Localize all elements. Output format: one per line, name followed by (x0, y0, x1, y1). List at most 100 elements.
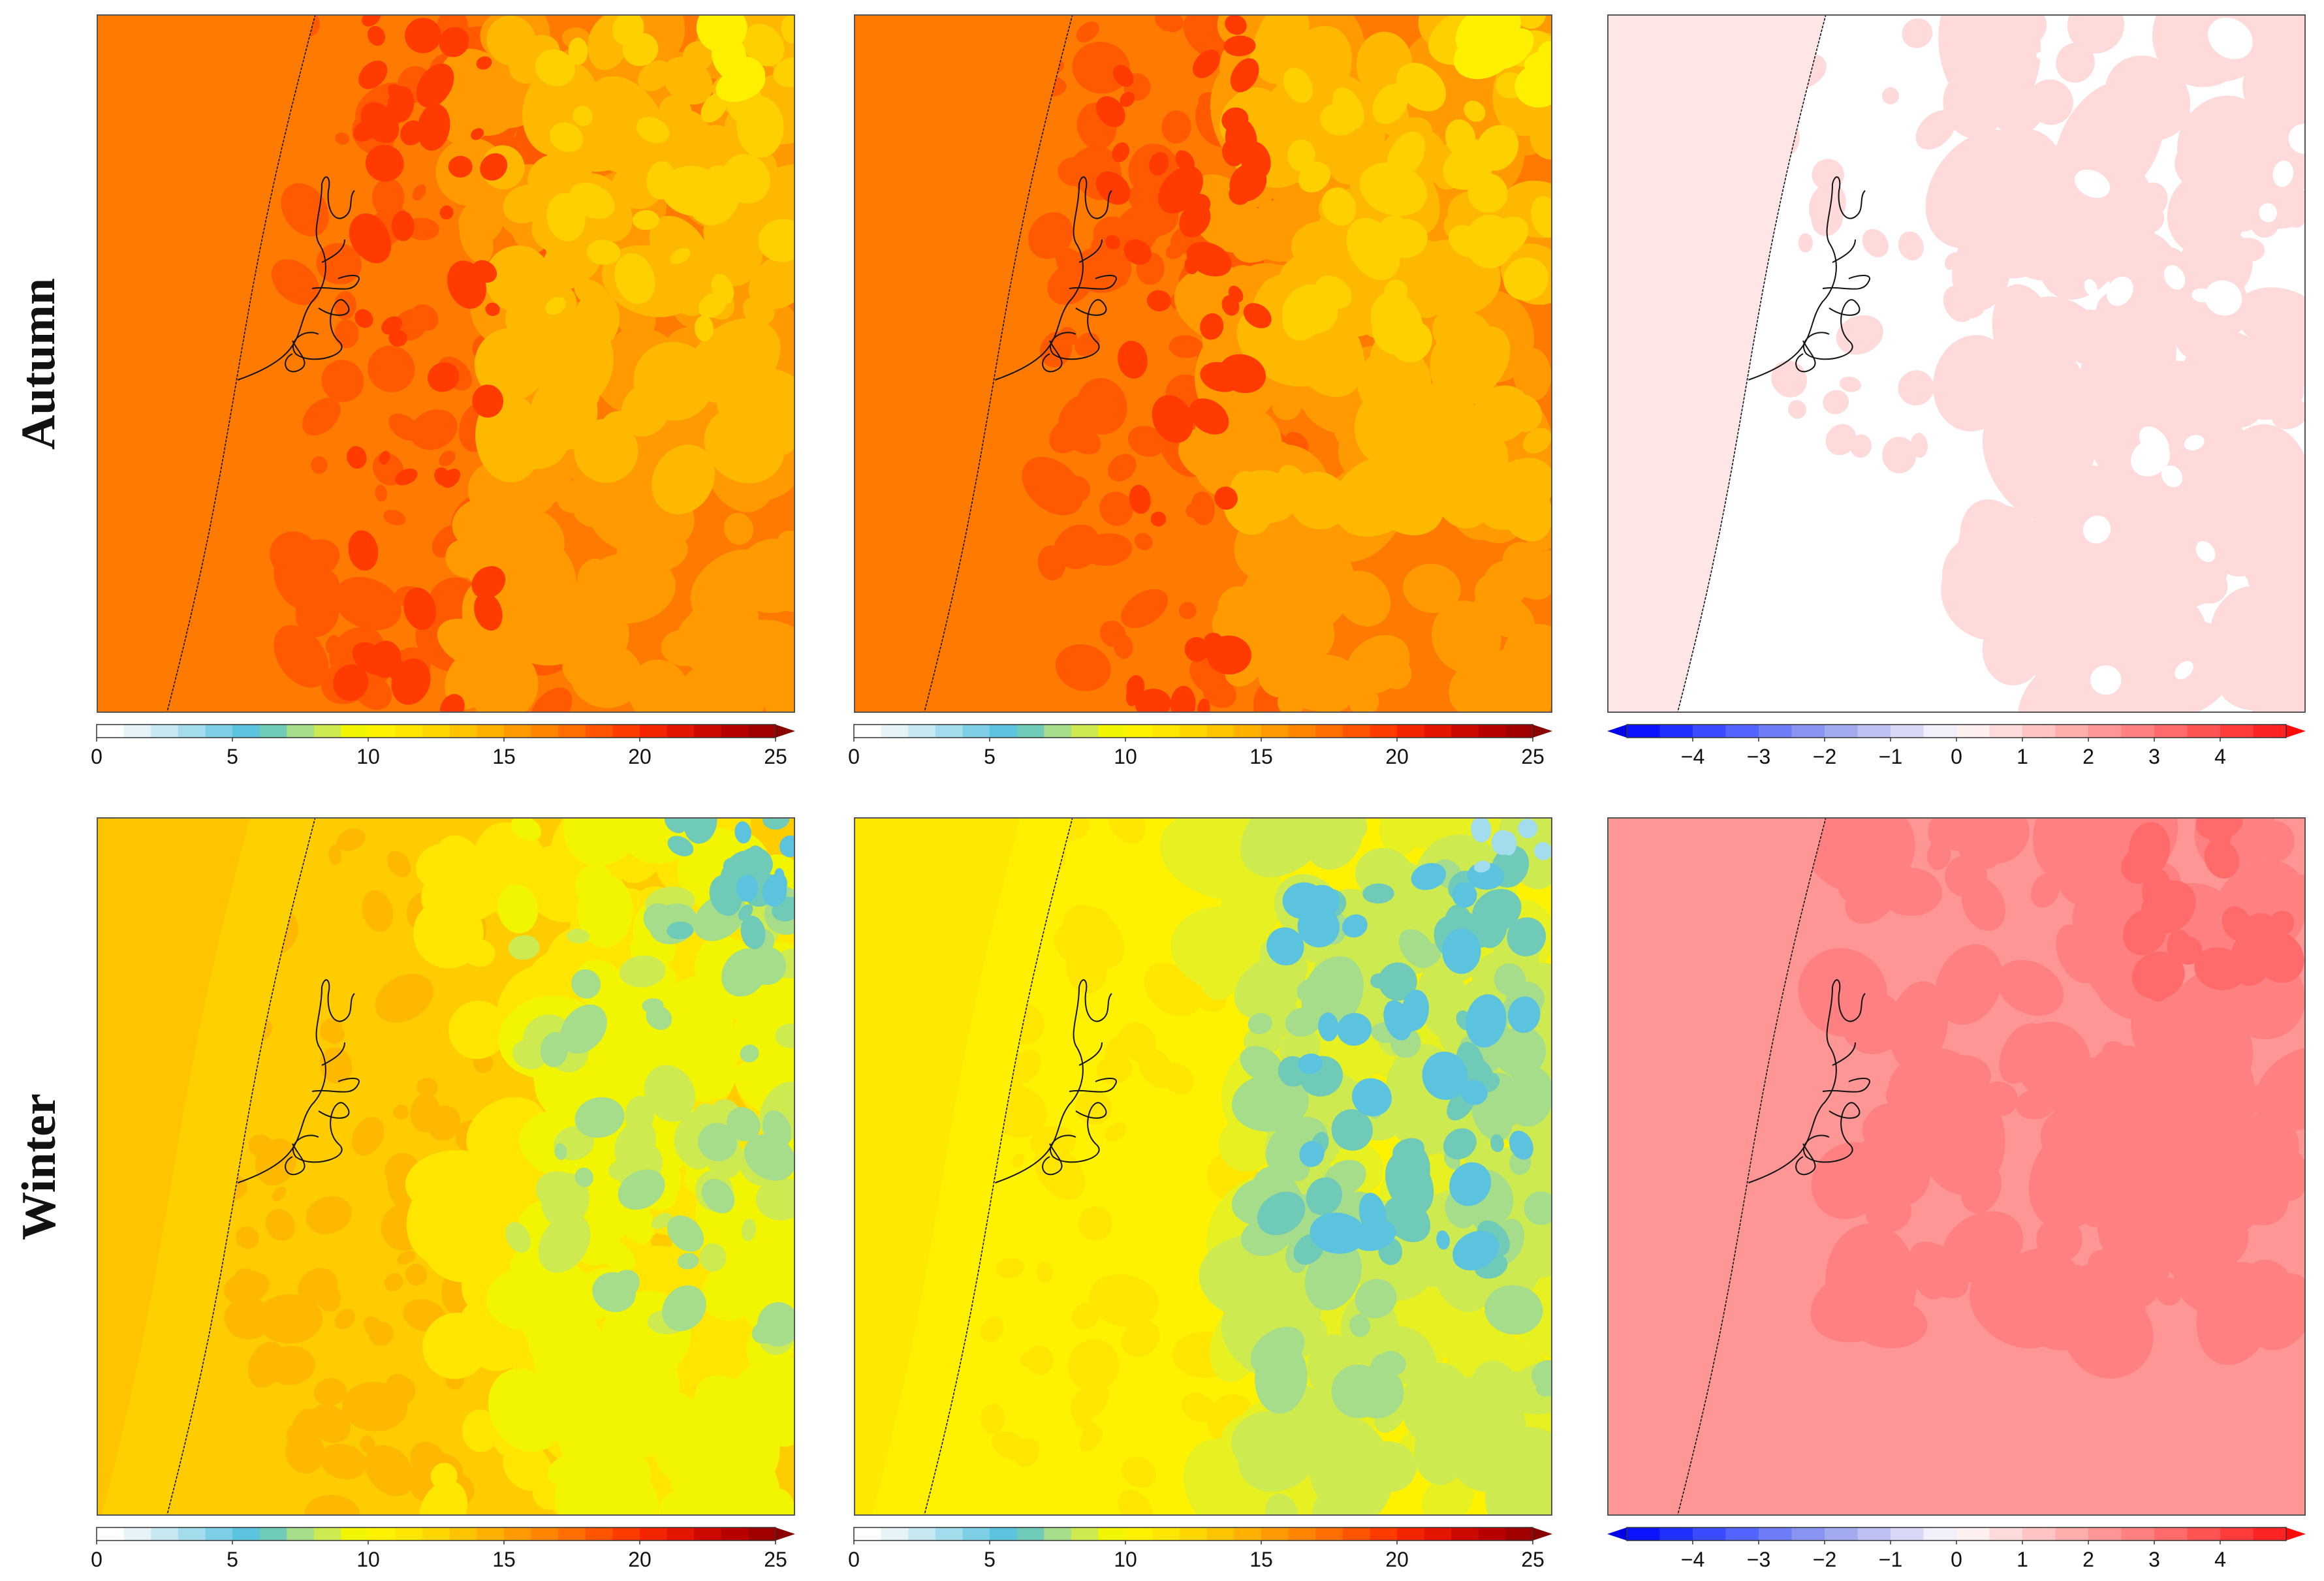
sea-band (101, 817, 315, 1516)
field-patch (1954, 26, 1974, 54)
colorbar-swatch (1424, 1527, 1452, 1541)
field-patch (1475, 125, 1519, 171)
field-patch (2084, 279, 2098, 296)
field-patch (1170, 685, 1196, 713)
field-patch (1349, 687, 1379, 713)
field-patch (661, 165, 725, 216)
field-patch (1836, 843, 1881, 903)
field-patch (335, 132, 350, 145)
field-patch (1108, 454, 1137, 482)
colorbar-swatch (123, 725, 151, 738)
colorbar-swatch (1956, 725, 1990, 738)
estuary (995, 176, 1117, 381)
field-patch (1442, 928, 1481, 974)
field-patch (1285, 654, 1359, 712)
field-patch (1197, 698, 1210, 713)
field-patch (1076, 378, 1127, 435)
field-patch (391, 211, 415, 242)
field-patch (1306, 1177, 1342, 1215)
colorbar-swatch (748, 1527, 776, 1541)
field-patch (1200, 313, 1224, 340)
field-patch (1377, 370, 1411, 401)
estuary-line-1 (1049, 1102, 1107, 1163)
field-patch (1436, 1230, 1450, 1250)
field-patch (2175, 661, 2193, 680)
field-patch (1243, 303, 1272, 328)
field-patch (1304, 817, 1364, 870)
field-patch (448, 1000, 507, 1059)
colorbar-swatch (1627, 1527, 1661, 1541)
field-patch (362, 890, 394, 932)
colorbar-swatch (2220, 1527, 2254, 1541)
field-patch (1114, 274, 1128, 286)
field-patch (513, 183, 538, 218)
field-patch (2039, 155, 2085, 210)
colorbar-swatch (1342, 725, 1370, 738)
colorbar-swatch (341, 1527, 369, 1541)
coastline (923, 14, 1073, 713)
row-label-autumn: Autumn (7, 14, 72, 713)
colorbar-swatch (1315, 725, 1343, 738)
colorbar-swatch (667, 725, 695, 738)
coastline (923, 817, 1073, 1516)
map-frame (1607, 817, 2306, 1516)
colorbar-tick-label: 25 (1521, 1548, 1545, 1571)
field-patch (1396, 63, 1446, 112)
colorbar-swatch (232, 725, 260, 738)
field-patch (1037, 545, 1066, 581)
field-patch (505, 1222, 531, 1253)
field-patch (507, 554, 563, 608)
field-patch (360, 1435, 375, 1453)
colorbar-swatch (477, 1527, 505, 1541)
field-patch (577, 875, 633, 948)
field-patch (290, 651, 309, 672)
field-patch (352, 642, 389, 675)
sea-fill (1607, 817, 1826, 1516)
colorbar-tick-label: 10 (1114, 1548, 1137, 1571)
colorbar-swatch (1098, 725, 1126, 738)
field-patch (709, 875, 742, 916)
colorbar-swatch (1759, 725, 1793, 738)
colorbar-swatch (1505, 1527, 1533, 1541)
colorbar-swatch (1397, 1527, 1425, 1541)
colorbar-extend-high (1533, 725, 1552, 738)
field-patch (485, 302, 500, 317)
field-patch (1277, 689, 1305, 713)
field-patch (1179, 602, 1197, 619)
field-patch (1321, 187, 1357, 226)
field-patch (1073, 257, 1090, 273)
field-patch (1221, 295, 1240, 316)
field-patch (365, 144, 404, 182)
field-patch (574, 1167, 593, 1187)
field-patch (285, 1430, 325, 1474)
field-patch (462, 265, 479, 285)
field-patch (2204, 839, 2240, 879)
estuary-line-2 (1069, 239, 1117, 290)
field-patch (497, 884, 538, 933)
estuary (238, 979, 360, 1183)
field-patch (403, 587, 436, 631)
field-patch (1503, 257, 1549, 301)
field-patch (667, 836, 694, 856)
field-patch (765, 680, 795, 713)
field-patch (1229, 163, 1267, 202)
colorbar-swatch (2253, 725, 2287, 738)
colorbar-swatch (1261, 1527, 1289, 1541)
field-patch (569, 182, 615, 219)
colorbar-swatch (908, 725, 936, 738)
field-patch (2131, 1155, 2152, 1187)
colorbar-swatch (694, 725, 722, 738)
field-patch (342, 1381, 408, 1432)
field-patch (762, 1110, 792, 1148)
field-patch (1240, 817, 1330, 877)
field-patch (685, 1028, 737, 1100)
field-patch (1464, 101, 1486, 122)
field-patch (1082, 1420, 1097, 1437)
field-patch (411, 304, 439, 331)
colorbar-swatch (1791, 1527, 1825, 1541)
colorbar-swatch (1071, 725, 1099, 738)
colorbar-swatch (504, 1527, 532, 1541)
field-patch (405, 1150, 498, 1213)
field-patch (2045, 374, 2104, 435)
colorbar-abs: 0 5 10 15 20 25 (848, 1527, 1552, 1571)
